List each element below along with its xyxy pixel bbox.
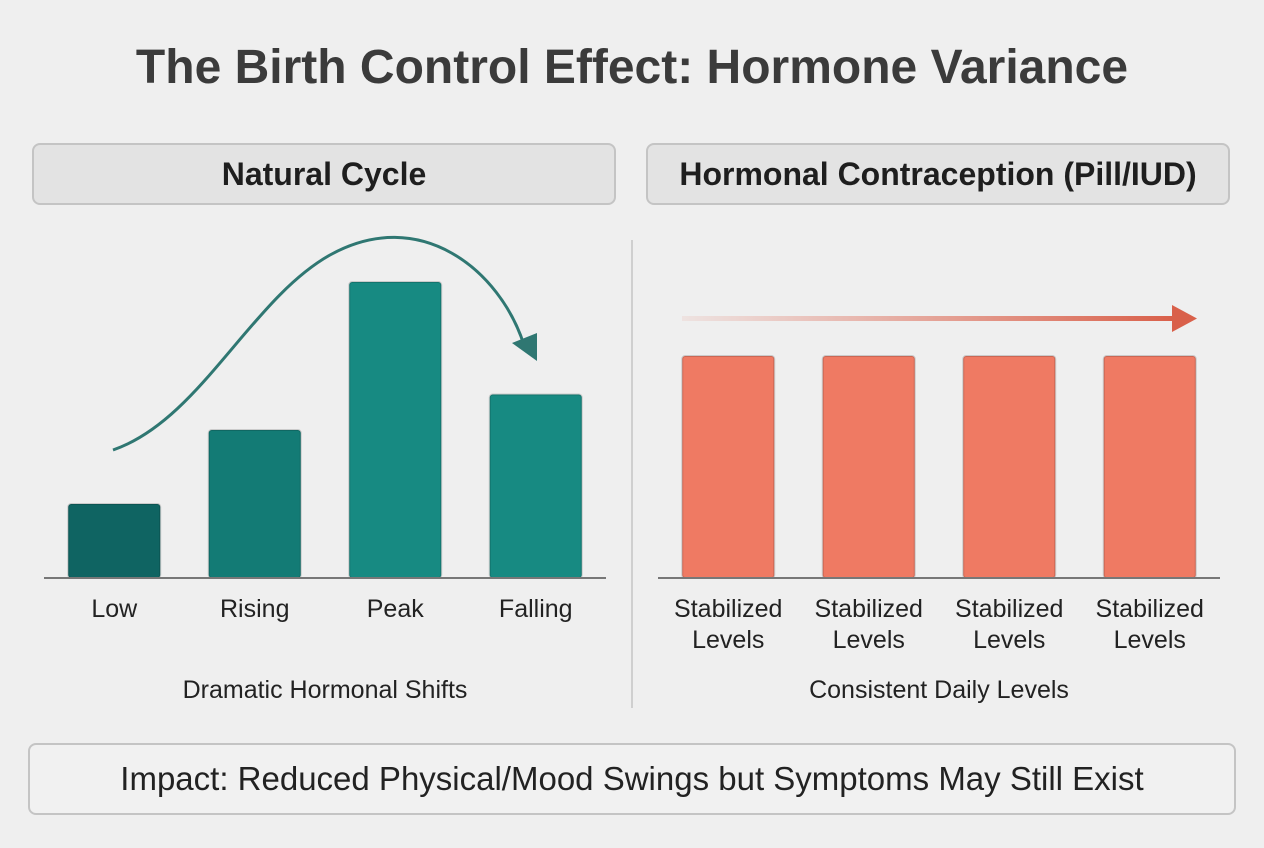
bar: [348, 281, 443, 579]
bar: [1102, 355, 1197, 579]
footer-box: Impact: Reduced Physical/Mood Swings but…: [28, 743, 1236, 815]
bar: [962, 355, 1057, 579]
bar: [67, 503, 162, 579]
x-tick-label: Falling: [498, 595, 573, 623]
page-title: The Birth Control Effect: Hormone Varian…: [135, 41, 1129, 94]
x-tick-label: Stabilized Levels: [1095, 595, 1204, 654]
x-tick-label: Stabilized Levels: [814, 595, 923, 654]
flat-arrowhead: [1172, 305, 1197, 332]
bar: [821, 355, 916, 579]
flat-arrow: [682, 316, 1172, 321]
x-tick-label: Stabilized Levels: [674, 595, 783, 654]
bar: [488, 393, 583, 580]
panel-header: Natural Cycle: [32, 143, 616, 205]
x-tick-label: Peak: [366, 595, 424, 623]
panel-caption: Consistent Daily Levels: [809, 676, 1069, 704]
x-tick-label: Rising: [220, 595, 290, 623]
x-tick-label: Low: [91, 595, 138, 623]
bar: [207, 429, 302, 579]
trend-arrowhead: [512, 333, 537, 361]
trend-curve: [112, 235, 526, 452]
panel-caption: Dramatic Hormonal Shifts: [182, 676, 468, 704]
x-tick-label: Stabilized Levels: [955, 595, 1064, 654]
bar: [681, 355, 776, 579]
panel-header: Hormonal Contraception (Pill/IUD): [646, 143, 1230, 205]
